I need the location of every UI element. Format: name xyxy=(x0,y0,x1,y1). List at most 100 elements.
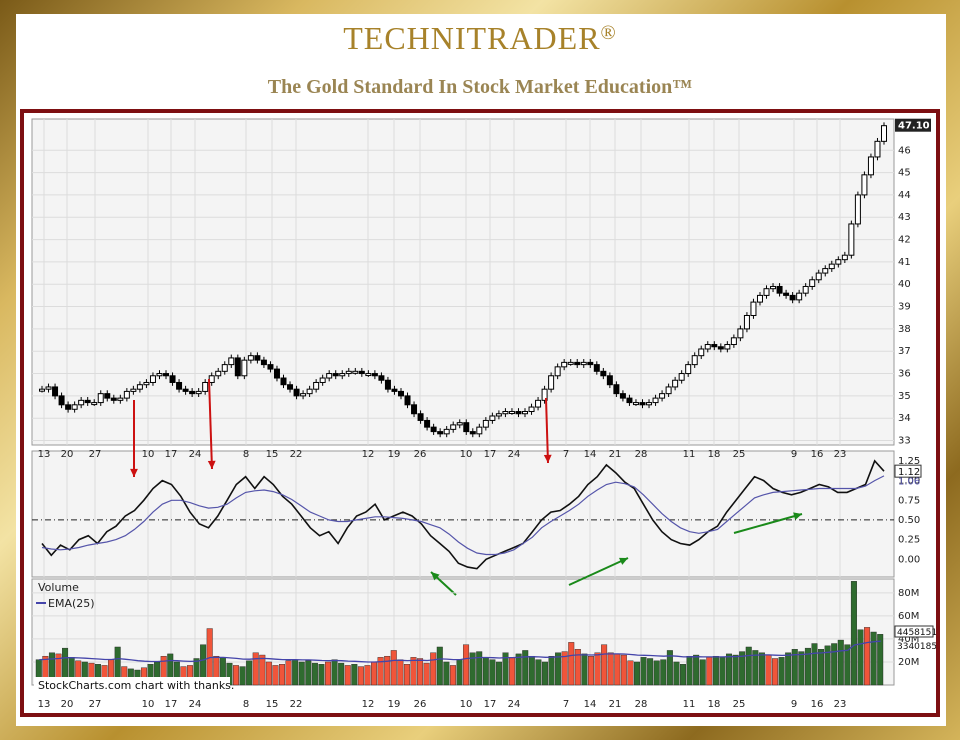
volume-bar xyxy=(502,652,509,686)
candle-body xyxy=(228,357,235,366)
candle-body xyxy=(52,386,59,397)
volume-ema-line xyxy=(39,640,881,663)
ema-legend-label: EMA(25) xyxy=(48,597,95,610)
x-tick-label: 18 xyxy=(708,449,721,460)
volume-bar xyxy=(417,658,424,686)
volume-bar xyxy=(292,659,299,686)
volume-bar xyxy=(522,650,529,686)
candle-body xyxy=(639,402,646,406)
volume-bar xyxy=(732,654,739,686)
candle-body xyxy=(169,375,176,383)
volume-bar xyxy=(706,657,713,686)
volume-bar xyxy=(246,660,253,686)
volume-bar xyxy=(587,655,594,686)
volume-bar xyxy=(831,643,838,686)
candle-body xyxy=(789,294,796,301)
candle-body xyxy=(580,361,587,366)
volume-bar xyxy=(311,662,318,686)
x-tick-label: 15 xyxy=(266,699,279,710)
volume-bar xyxy=(272,665,279,686)
volume-bar xyxy=(489,659,496,686)
x-tick-label: 8 xyxy=(243,699,249,710)
x-tick-label: 24 xyxy=(508,699,521,710)
volume-bar xyxy=(844,644,851,686)
stock-chart: 13 13 20 20 27 27 10 10 17 17 24 24 8 8 15 15 22 22 12 12 19… xyxy=(24,113,936,713)
y-tick-label: 43 xyxy=(898,212,911,223)
candle-body xyxy=(384,379,391,390)
candle-body xyxy=(313,381,320,390)
candle-body xyxy=(828,263,835,270)
volume-bar xyxy=(259,654,266,686)
x-tick-label: 9 xyxy=(791,449,797,460)
volume-bar xyxy=(864,627,871,686)
x-tick-label: 10 xyxy=(460,699,473,710)
candle-body xyxy=(91,402,98,406)
volume-bar xyxy=(279,664,285,686)
y-tick-label: 38 xyxy=(898,324,911,335)
indicator-y-tick: 0.75 xyxy=(898,495,920,506)
brand-logo: TECHNITRADER® xyxy=(0,20,960,57)
volume-bar xyxy=(785,652,792,686)
x-tick-label: 10 xyxy=(460,449,473,460)
volume-bar xyxy=(653,660,660,686)
candle-body xyxy=(848,223,855,256)
indicator-y-tick: 0.25 xyxy=(898,535,920,546)
x-tick-label: 9 xyxy=(791,699,797,710)
volume-bar xyxy=(338,662,345,686)
candle-body xyxy=(300,393,307,397)
indicator-y-tick: 1.00 xyxy=(898,476,920,487)
indicator-y-tick: 0.50 xyxy=(898,515,920,526)
candle-body xyxy=(619,393,626,399)
x-tick-label: 14 xyxy=(584,449,597,460)
candle-body xyxy=(815,272,822,281)
y-tick-label: 42 xyxy=(898,235,911,246)
x-tick-label: 17 xyxy=(484,699,497,710)
volume-bar xyxy=(686,655,693,686)
volume-bar xyxy=(384,655,391,686)
volume-bar xyxy=(837,639,844,686)
candle-body xyxy=(822,268,829,274)
volume-bar xyxy=(778,657,785,686)
x-tick-label: 28 xyxy=(635,449,648,460)
candle-body xyxy=(678,373,685,381)
volume-y-tick: 80M xyxy=(898,588,919,599)
volume-bar xyxy=(285,660,292,686)
candle-body xyxy=(71,404,78,410)
candle-body xyxy=(149,375,156,383)
x-tick-label: 20 xyxy=(61,699,74,710)
volume-bar xyxy=(456,659,463,686)
volume-bar xyxy=(239,666,246,686)
volume-bar xyxy=(581,653,588,686)
indicator-series-line xyxy=(41,459,885,570)
credit-background xyxy=(34,677,230,693)
volume-bar xyxy=(482,657,489,686)
x-tick-label: 12 xyxy=(362,449,375,460)
last-price-label: 47.10 xyxy=(898,121,930,132)
candle-body xyxy=(254,355,261,361)
candle-body xyxy=(84,399,91,404)
volume-bar xyxy=(436,646,443,686)
volume-y-tick: 60M xyxy=(898,611,919,622)
candle-body xyxy=(652,397,659,404)
candle-body xyxy=(587,361,594,366)
x-tick-label: 7 xyxy=(563,449,569,460)
volume-bar xyxy=(430,652,437,686)
candle-body xyxy=(397,390,404,397)
candle-body xyxy=(136,384,143,390)
candle-body xyxy=(326,373,333,379)
candle-body xyxy=(273,368,280,379)
candle-body xyxy=(260,359,267,366)
candle-body xyxy=(437,431,444,435)
x-tick-label: 24 xyxy=(189,449,202,460)
candle-body xyxy=(104,393,111,399)
candle-body xyxy=(717,346,724,350)
candle-body xyxy=(874,140,881,158)
volume-bar xyxy=(555,652,562,686)
indicator-y-tick: 1.25 xyxy=(898,456,920,467)
volume-bar xyxy=(804,647,811,686)
volume-bar xyxy=(403,664,410,686)
candle-body xyxy=(665,386,672,395)
volume-bar xyxy=(509,657,516,686)
candle-body xyxy=(528,406,535,413)
x-tick-label: 28 xyxy=(635,699,648,710)
